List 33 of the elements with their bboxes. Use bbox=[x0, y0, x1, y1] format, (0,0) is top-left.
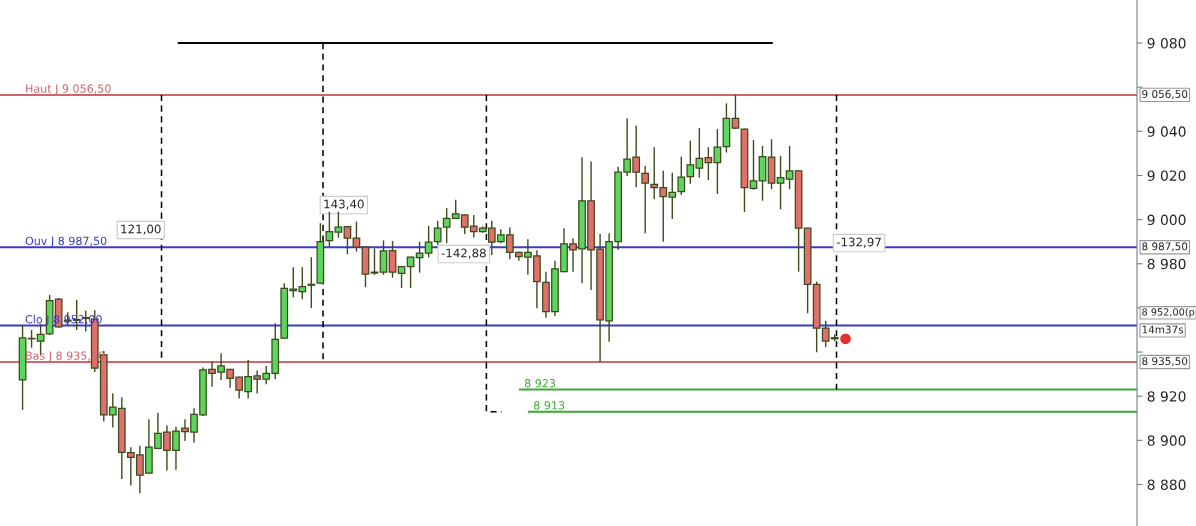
annotation: -142,88 bbox=[441, 248, 486, 259]
candlestick bbox=[776, 155, 785, 210]
y-tick-label: 8 880 bbox=[1147, 479, 1186, 490]
y-tick-label: 9 020 bbox=[1147, 170, 1186, 181]
text: 9 056,50 bbox=[1142, 90, 1188, 99]
annotation: -132,97 bbox=[836, 237, 881, 248]
candlestick bbox=[731, 94, 740, 130]
ref-line-label: 8 923 bbox=[524, 379, 556, 388]
candlestick bbox=[397, 265, 406, 289]
candlestick bbox=[343, 225, 352, 255]
candlestick bbox=[307, 256, 316, 309]
candlestick bbox=[370, 247, 379, 276]
y-tick-label: 8 900 bbox=[1147, 435, 1186, 446]
y-tick-label: 8 980 bbox=[1147, 258, 1186, 270]
ref-line-label: Ouv J 8 987,50 bbox=[25, 236, 107, 248]
y-tick-label: 9 000 bbox=[1147, 214, 1186, 226]
candlestick bbox=[641, 165, 650, 235]
candlestick bbox=[388, 240, 397, 279]
y-tick-label: 8 920 bbox=[1147, 391, 1186, 402]
ref-line-label: 8 913 bbox=[534, 401, 565, 410]
text: 14m37s bbox=[1142, 325, 1184, 334]
text: 8 952,00(p bbox=[1142, 308, 1195, 318]
annotation: 121,00 bbox=[121, 224, 161, 235]
candlestick bbox=[785, 145, 794, 190]
candlestick bbox=[379, 239, 388, 276]
candlestick bbox=[749, 139, 758, 191]
text: 8 987,50 bbox=[1142, 242, 1188, 252]
annotation: 143,40 bbox=[324, 199, 364, 210]
y-tick-label: 9 080 bbox=[1147, 38, 1186, 49]
candlestick bbox=[677, 156, 686, 196]
candlestick bbox=[352, 220, 361, 253]
y-tick-label: 9 040 bbox=[1147, 126, 1186, 137]
text: 8 935,50 bbox=[1142, 357, 1188, 367]
